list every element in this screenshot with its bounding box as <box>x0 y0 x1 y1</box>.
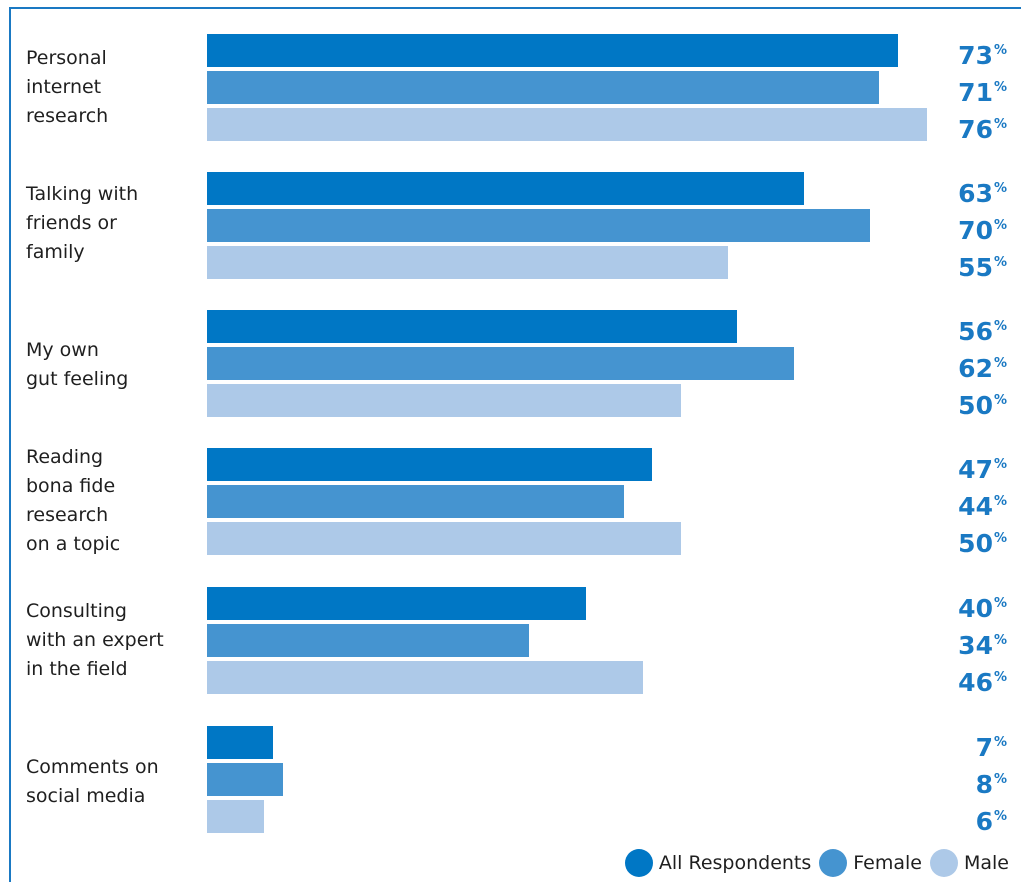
bar <box>207 384 681 417</box>
data-label: 63% <box>958 172 1007 210</box>
data-label-value: 76 <box>958 115 993 144</box>
percent-sign: % <box>993 809 1007 824</box>
bar <box>207 108 927 141</box>
data-label: 6% <box>976 800 1007 838</box>
data-label: 56% <box>958 310 1007 348</box>
percent-sign: % <box>993 531 1007 546</box>
data-label: 40% <box>958 587 1007 625</box>
data-label: 76% <box>958 108 1007 146</box>
legend-item: Female <box>819 849 922 877</box>
category-label: Consulting with an expert in the field <box>26 600 164 680</box>
percent-sign: % <box>993 670 1007 685</box>
bar <box>207 347 794 380</box>
data-label: 46% <box>958 661 1007 699</box>
data-label-value: 46 <box>958 668 993 697</box>
bar <box>207 800 264 833</box>
percent-sign: % <box>993 43 1007 58</box>
legend-label: Male <box>963 852 1009 874</box>
data-label: 70% <box>958 209 1007 247</box>
category-label: My own gut feeling <box>26 339 129 390</box>
data-label-value: 70 <box>958 216 993 245</box>
legend-item: Male <box>929 849 1009 877</box>
category-label: Talking with friends or family <box>26 183 139 263</box>
data-label: 62% <box>958 347 1007 385</box>
bar <box>207 726 273 759</box>
data-label-value: 34 <box>958 631 993 660</box>
data-label: 7% <box>976 726 1007 764</box>
bar <box>207 587 586 620</box>
legend-swatch-icon <box>819 849 848 877</box>
percent-sign: % <box>993 218 1007 233</box>
category-label: Comments on social media <box>26 756 159 807</box>
legend-swatch-icon <box>929 849 958 877</box>
percent-sign: % <box>993 356 1007 371</box>
percent-sign: % <box>993 80 1007 95</box>
category-label: Reading bona fide research on a topic <box>26 446 121 555</box>
percent-sign: % <box>993 117 1007 132</box>
percent-sign: % <box>993 319 1007 334</box>
category-label: Personal internet research <box>26 47 109 127</box>
legend-swatch-icon <box>624 849 653 877</box>
bar <box>207 246 728 279</box>
legend: All Respondents Female Male <box>617 848 1009 878</box>
percent-sign: % <box>993 735 1007 750</box>
data-label-value: 50 <box>958 391 993 420</box>
data-label-value: 73 <box>958 41 993 70</box>
data-label-value: 63 <box>958 179 993 208</box>
bar <box>207 763 283 796</box>
data-label: 47% <box>958 448 1007 486</box>
data-label-value: 55 <box>958 253 993 282</box>
data-label-value: 47 <box>958 455 993 484</box>
legend-item: All Respondents <box>624 849 812 877</box>
bar <box>207 661 643 694</box>
percent-sign: % <box>993 494 1007 509</box>
data-label-value: 7 <box>975 733 993 762</box>
data-label-value: 50 <box>958 529 993 558</box>
percent-sign: % <box>993 596 1007 611</box>
data-label: 8% <box>976 763 1007 801</box>
percent-sign: % <box>993 633 1007 648</box>
data-label-value: 8 <box>975 770 993 799</box>
bar <box>207 209 870 242</box>
data-label: 50% <box>958 522 1007 560</box>
data-label-value: 71 <box>958 78 993 107</box>
data-label-value: 44 <box>958 492 993 521</box>
legend-label: All Respondents <box>658 852 812 874</box>
bar <box>207 522 681 555</box>
bar <box>207 34 898 67</box>
percent-sign: % <box>993 181 1007 196</box>
data-label: 50% <box>958 384 1007 422</box>
data-label-value: 62 <box>958 354 993 383</box>
bar <box>207 172 804 205</box>
legend-label: Female <box>853 852 922 874</box>
bar <box>207 310 737 343</box>
bar <box>207 624 529 657</box>
percent-sign: % <box>993 393 1007 408</box>
data-label-value: 40 <box>958 594 993 623</box>
chart-frame <box>9 7 1021 882</box>
data-label: 44% <box>958 485 1007 523</box>
bar <box>207 485 624 518</box>
data-label: 55% <box>958 246 1007 284</box>
percent-sign: % <box>993 772 1007 787</box>
data-label: 34% <box>958 624 1007 662</box>
percent-sign: % <box>993 255 1007 270</box>
data-label: 71% <box>958 71 1007 109</box>
bar <box>207 71 879 104</box>
data-label-value: 6 <box>975 807 993 836</box>
data-label-value: 56 <box>958 317 993 346</box>
bar <box>207 448 652 481</box>
data-label: 73% <box>958 34 1007 72</box>
percent-sign: % <box>993 457 1007 472</box>
